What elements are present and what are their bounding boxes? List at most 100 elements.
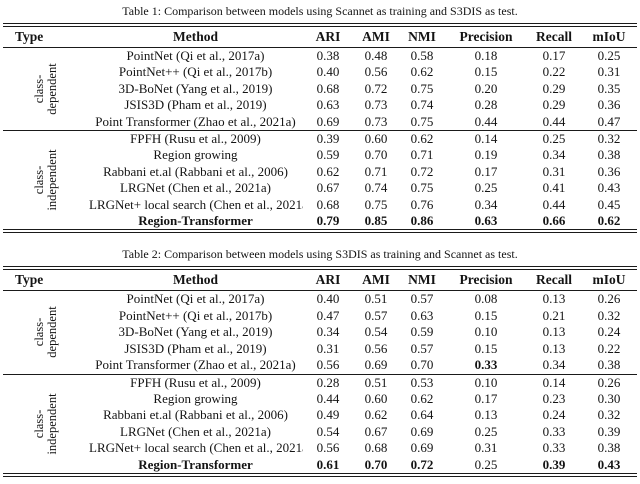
metric-cell: 0.38 bbox=[597, 147, 621, 163]
metric-cell: 0.19 bbox=[474, 147, 498, 163]
metric-cell: 0.35 bbox=[597, 80, 621, 96]
method-cell: 3D-BoNet (Yang et al., 2019) bbox=[118, 324, 273, 340]
metric-cell: 0.14 bbox=[527, 373, 581, 391]
metric-cell: 0.30 bbox=[597, 390, 621, 406]
col-header-miou: mIoU bbox=[581, 27, 637, 48]
table-row: LRGNet (Chen et al., 2021a) 0.67 0.74 0.75 0… bbox=[3, 180, 637, 196]
table-row: 3D-BoNet (Yang et al., 2019) 0.34 0.54 0.59… bbox=[3, 324, 637, 340]
metric-cell: 0.67 bbox=[316, 180, 340, 196]
metric-cell: 0.40 bbox=[316, 64, 340, 80]
metric-cell: 0.53 bbox=[399, 373, 445, 391]
metric-cell: 0.72 bbox=[410, 456, 434, 472]
metric-cell: 0.33 bbox=[474, 357, 498, 373]
method-cell: FPFH (Rusu et al., 2009) bbox=[88, 373, 303, 391]
metric-cell: 0.62 bbox=[410, 390, 434, 406]
metric-cell: 0.38 bbox=[316, 48, 340, 63]
col-header-ami: AMI bbox=[353, 270, 399, 292]
metric-cell: 0.62 bbox=[597, 213, 621, 229]
metric-cell: 0.29 bbox=[542, 80, 566, 96]
metric-cell: 0.54 bbox=[316, 423, 340, 439]
table-row: JSIS3D (Pham et al., 2019) 0.31 0.56 0.57 0.… bbox=[3, 341, 637, 357]
metric-cell: 0.74 bbox=[364, 180, 388, 196]
table-1-bottom-rule bbox=[3, 229, 637, 234]
col-header-type: Type bbox=[3, 270, 88, 292]
table-1-body: class-dependent PointNet (Qi et al., 2017… bbox=[3, 48, 637, 230]
table-row: 3D-BoNet (Yang et al., 2019) 0.68 0.72 0.75… bbox=[3, 81, 637, 97]
metric-cell: 0.34 bbox=[474, 196, 498, 212]
table-2-header-row: Type Method ARI AMI NMI Precision Recall… bbox=[3, 270, 637, 292]
col-header-nmi: NMI bbox=[399, 27, 445, 48]
table-row: LRGNet (Chen et al., 2021a) 0.54 0.67 0.69 0… bbox=[3, 424, 637, 440]
method-cell: JSIS3D (Pham et al., 2019) bbox=[124, 340, 267, 356]
table-2-body: class-dependent PointNet (Qi et al., 2017… bbox=[3, 291, 637, 473]
table-2-caption: Table 2: Comparison between models using… bbox=[122, 247, 518, 262]
metric-cell: 0.48 bbox=[364, 48, 388, 63]
metric-cell: 0.68 bbox=[316, 196, 340, 212]
col-header-method: Method bbox=[88, 27, 303, 48]
metric-cell: 0.18 bbox=[474, 48, 498, 63]
metric-cell: 0.70 bbox=[410, 357, 434, 373]
metric-cell: 0.34 bbox=[316, 324, 340, 340]
metric-cell: 0.34 bbox=[542, 357, 566, 373]
table-1-header-row: Type Method ARI AMI NMI Precision Recall… bbox=[3, 27, 637, 48]
table-row: Region-Transformer 0.79 0.85 0.86 0.63 0.66 0.… bbox=[3, 213, 637, 229]
metric-cell: 0.40 bbox=[316, 291, 340, 307]
metric-cell: 0.54 bbox=[364, 324, 388, 340]
type-label-line: class- bbox=[31, 166, 46, 195]
metric-cell: 0.71 bbox=[410, 147, 434, 163]
table-row: PointNet++ (Qi et al., 2017b) 0.40 0.56 0.6… bbox=[3, 64, 637, 80]
metric-cell: 0.32 bbox=[597, 307, 621, 323]
metric-cell: 0.75 bbox=[364, 196, 388, 212]
col-header-nmi: NMI bbox=[399, 270, 445, 292]
metric-cell: 0.63 bbox=[474, 213, 498, 229]
metric-cell: 0.64 bbox=[410, 407, 434, 423]
method-cell: LRGNet (Chen et al., 2021a) bbox=[120, 423, 271, 439]
table-2-top-rule bbox=[3, 266, 637, 271]
metric-cell: 0.68 bbox=[364, 440, 388, 456]
metric-cell: 0.24 bbox=[542, 407, 566, 423]
method-cell: PointNet++ (Qi et al., 2017b) bbox=[118, 307, 273, 323]
method-cell: PointNet++ (Qi et al., 2017b) bbox=[118, 64, 273, 80]
metric-cell: 0.39 bbox=[303, 130, 353, 148]
metric-cell: 0.72 bbox=[364, 80, 388, 96]
table-row: LRGNet+ local search (Chen et al., 2021a… bbox=[3, 197, 637, 213]
metric-cell: 0.32 bbox=[581, 130, 637, 148]
table-row: Point Transformer (Zhao et al., 2021a) 0.… bbox=[3, 114, 637, 131]
metric-cell: 0.24 bbox=[597, 324, 621, 340]
table-row: class-dependent PointNet (Qi et al., 2017… bbox=[3, 291, 637, 358]
metric-cell: 0.26 bbox=[581, 373, 637, 391]
metric-cell: 0.47 bbox=[316, 307, 340, 323]
metric-cell: 0.56 bbox=[316, 440, 340, 456]
table-2-bottom-rule bbox=[3, 472, 637, 477]
metric-cell: 0.69 bbox=[364, 357, 388, 373]
type-cell: class-independent bbox=[3, 373, 88, 473]
metric-cell: 0.13 bbox=[542, 291, 566, 307]
metric-cell: 0.63 bbox=[410, 307, 434, 323]
metric-cell: 0.25 bbox=[474, 456, 498, 472]
metric-cell: 0.62 bbox=[410, 64, 434, 80]
metric-cell: 0.44 bbox=[474, 113, 498, 129]
method-cell: Point Transformer (Zhao et al., 2021a) bbox=[95, 113, 296, 129]
table-row: Region growing 0.44 0.60 0.62 0.17 0.23 0.30 bbox=[3, 391, 637, 407]
table-1-section: Table 1: Comparison between models using… bbox=[3, 4, 637, 234]
metric-cell: 0.57 bbox=[410, 340, 434, 356]
metric-cell: 0.08 bbox=[474, 291, 498, 307]
metric-cell: 0.31 bbox=[597, 64, 621, 80]
metric-cell: 0.31 bbox=[474, 440, 498, 456]
metric-cell: 0.13 bbox=[474, 407, 498, 423]
metric-cell: 0.39 bbox=[597, 423, 621, 439]
metric-cell: 0.28 bbox=[303, 373, 353, 391]
metric-cell: 0.69 bbox=[316, 113, 340, 129]
metric-cell: 0.59 bbox=[316, 147, 340, 163]
type-label-rotated: class-independent bbox=[31, 150, 59, 211]
metric-cell: 0.22 bbox=[542, 64, 566, 80]
metric-cell: 0.20 bbox=[474, 80, 498, 96]
metric-cell: 0.38 bbox=[597, 357, 621, 373]
type-label-line: independent bbox=[44, 393, 59, 455]
method-cell: PointNet (Qi et al., 2017a) bbox=[126, 48, 265, 63]
metric-cell: 0.25 bbox=[474, 423, 498, 439]
metric-cell: 0.66 bbox=[542, 213, 566, 229]
metric-cell: 0.41 bbox=[542, 180, 566, 196]
table-row: Rabbani et.al (Rabbani et al., 2006) 0.49… bbox=[3, 407, 637, 423]
method-cell: LRGNet (Chen et al., 2021a) bbox=[120, 180, 271, 196]
